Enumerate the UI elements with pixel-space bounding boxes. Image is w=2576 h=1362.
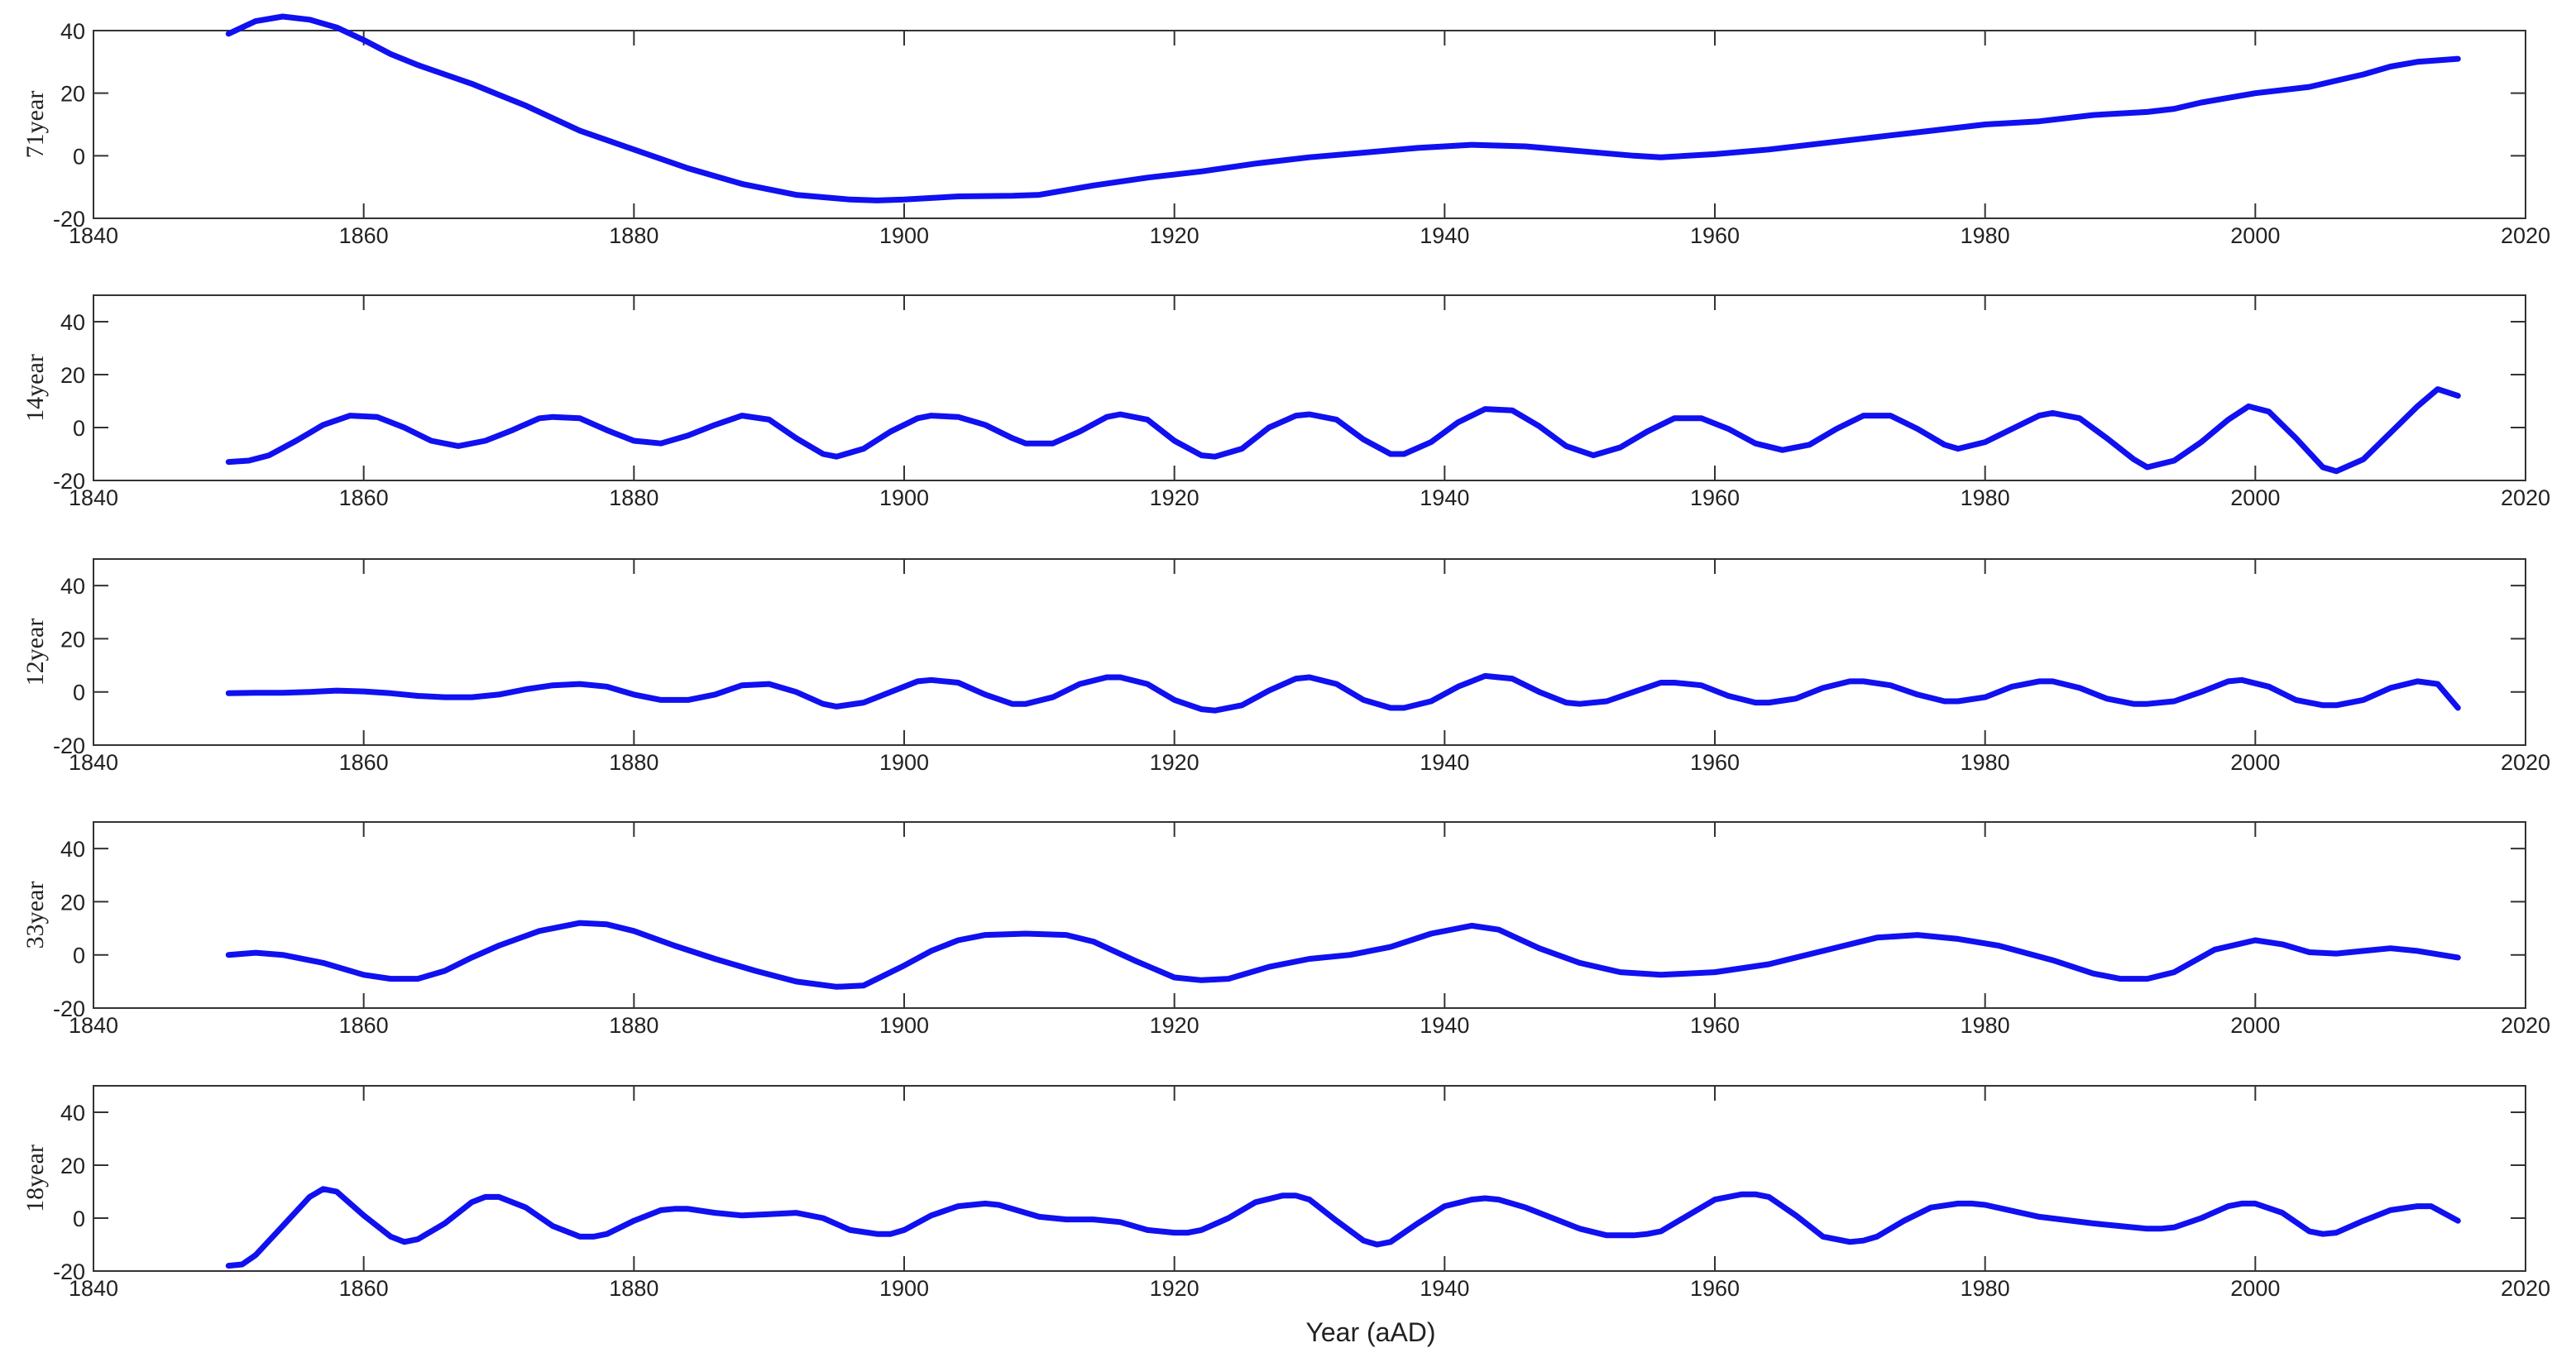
y-tick-label: 0 [73,944,85,968]
series-line [225,672,2461,714]
x-tick-label: 1920 [1150,485,1199,510]
x-tick-label: 1860 [339,1013,389,1038]
x-tick-label: 2020 [2501,485,2550,510]
y-tick-label: 0 [73,144,85,169]
y-axis-label: 18year [22,1145,49,1212]
x-tick-label: 1840 [69,1276,118,1301]
y-tick-label: -20 [53,207,85,232]
x-tick-label: 2020 [2501,1276,2550,1301]
y-tick-label: -20 [53,1259,85,1284]
x-tick-label: 1980 [1961,750,2010,775]
x-tick-label: 1900 [879,1013,929,1038]
x-tick-label: 1880 [609,1013,658,1038]
y-axis-label: 33year [22,882,49,949]
x-tick-label: 1860 [339,223,389,248]
x-tick-label: 2020 [2501,223,2550,248]
x-tick-label: 1880 [609,1276,658,1301]
panel-18year: 1840 1860 1880 1900 1920 1940 1960 1980 2000 2020… [22,1085,2550,1301]
y-tick-label: 20 [60,1154,85,1178]
x-tick-label: 2000 [2230,1276,2280,1301]
x-tick-label: 1980 [1961,1276,2010,1301]
y-tick-label: -20 [53,734,85,758]
panel-12year: 1840 1860 1880 1900 1920 1940 1960 1980 2000 2020… [22,558,2550,775]
x-tick-label: 2000 [2230,750,2280,775]
x-tick-label: 1840 [69,223,118,248]
x-tick-label: 1980 [1961,1013,2010,1038]
x-tick-label: 1980 [1961,485,2010,510]
axes-box [93,294,2526,481]
axes-box [93,821,2526,1009]
y-tick-label: 20 [60,627,85,652]
y-tick-label: -20 [53,996,85,1021]
x-tick-label: 2000 [2230,1013,2280,1038]
x-tick-label: 1860 [339,1276,389,1301]
x-tick-label: 1940 [1420,1276,1469,1301]
y-tick-label: 0 [73,416,85,441]
y-tick-label: 20 [60,890,85,915]
axes-box [93,1085,2526,1272]
y-tick-label: 40 [60,19,85,44]
x-tick-label: 2000 [2230,485,2280,510]
series-line [225,1186,2461,1269]
series-line [225,920,2461,990]
x-tick-label: 1960 [1690,223,1740,248]
x-tick-label: 1840 [69,750,118,775]
y-axis-label: 12year [22,619,49,686]
y-tick-label: -20 [53,469,85,494]
series-line [225,386,2461,475]
y-axis-label: 71year [22,91,49,159]
x-tick-label: 1880 [609,223,658,248]
y-tick-label: 20 [60,82,85,107]
x-tick-label: 2000 [2230,223,2280,248]
panel-33year: 1840 1860 1880 1900 1920 1940 1960 1980 2000 2020… [22,821,2550,1038]
x-tick-label: 1920 [1150,1276,1199,1301]
x-tick-label: 1860 [339,750,389,775]
x-tick-label: 1960 [1690,1013,1740,1038]
x-tick-label: 1980 [1961,223,2010,248]
x-tick-label: 1900 [879,750,929,775]
x-tick-label: 2020 [2501,1013,2550,1038]
panel-71year: 1840 1860 1880 1900 1920 1940 1960 1980 2000 2020… [22,13,2550,248]
y-tick-label: 40 [60,1101,85,1125]
y-tick-label: 40 [60,310,85,335]
y-tick-label: 0 [73,681,85,705]
x-tick-label: 1960 [1690,1276,1740,1301]
x-tick-label: 1940 [1420,223,1469,248]
y-tick-label: 40 [60,837,85,862]
x-tick-label: 1920 [1150,750,1199,775]
x-tick-label: 1860 [339,485,389,510]
x-tick-label: 1900 [879,1276,929,1301]
x-tick-label: 1940 [1420,485,1469,510]
y-tick-label: 20 [60,363,85,388]
x-tick-label: 1920 [1150,223,1199,248]
axes-box [93,558,2526,746]
x-tick-label: 1940 [1420,1013,1469,1038]
x-tick-label: 1960 [1690,485,1740,510]
x-tick-label: 1900 [879,223,929,248]
x-tick-label: 1840 [69,485,118,510]
x-tick-label: 1960 [1690,750,1740,775]
x-tick-label: 2020 [2501,750,2550,775]
series-line [225,13,2461,203]
x-tick-label: 1900 [879,485,929,510]
x-tick-label: 1920 [1150,1013,1199,1038]
x-axis-label: Year (aAD) [1305,1317,1435,1347]
x-tick-label: 1880 [609,485,658,510]
y-axis-label: 14year [22,354,49,422]
x-tick-label: 1880 [609,750,658,775]
x-tick-label: 1840 [69,1013,118,1038]
axes-box [93,30,2526,219]
panel-14year: 1840 1860 1880 1900 1920 1940 1960 1980 2000 2020… [22,294,2550,510]
x-tick-label: 1940 [1420,750,1469,775]
y-tick-label: 0 [73,1207,85,1231]
y-tick-label: 40 [60,574,85,599]
